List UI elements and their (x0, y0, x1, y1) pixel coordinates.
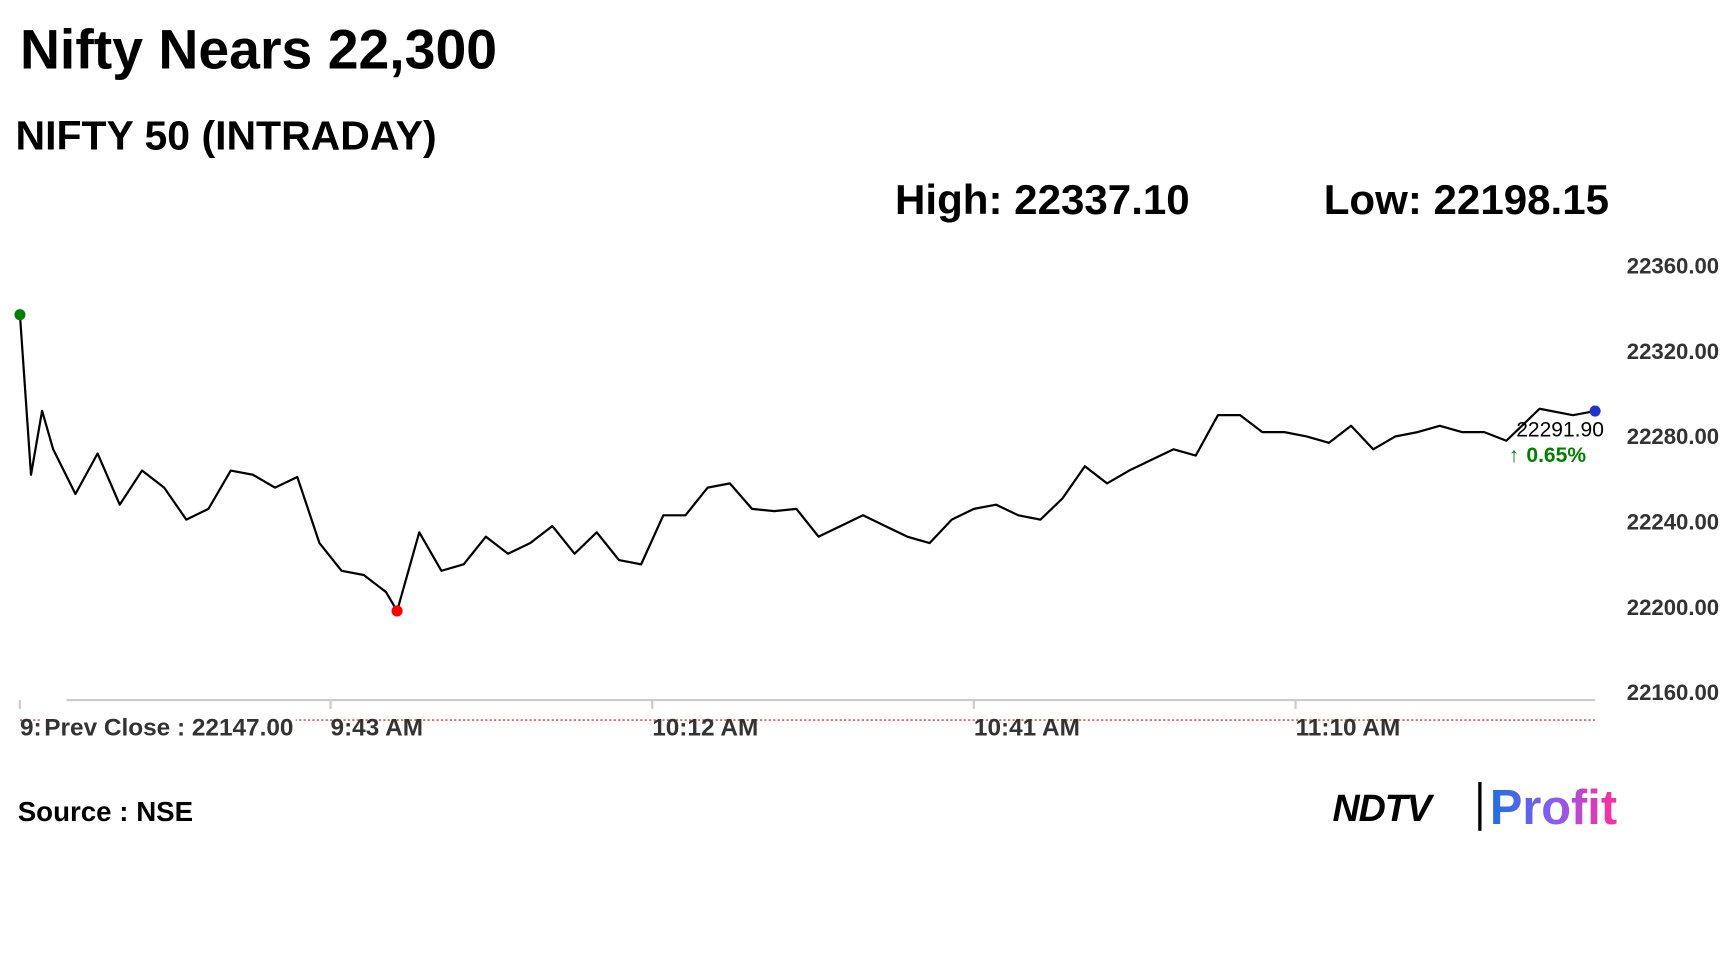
x-tick-label: 10:12 AM (652, 715, 758, 742)
x-tick-label: 9:43 AM (331, 715, 424, 742)
change-arrow: ↑ (1509, 444, 1520, 467)
x-tick-label: 10:41 AM (974, 715, 1080, 742)
y-tick-label: 22240.00 (1627, 509, 1719, 534)
brand-sub: Profit (1490, 781, 1617, 835)
change-label: 0.65% (1526, 444, 1586, 467)
title: Nifty Nears 22,300 (20, 19, 497, 81)
y-tick-label: 22360.00 (1627, 254, 1719, 279)
y-tick-label: 22160.00 (1627, 680, 1719, 705)
y-tick-label: 22280.00 (1627, 424, 1719, 449)
prev-close-label: Prev Close : 22147.00 (44, 715, 293, 742)
source: Source : NSE (18, 796, 193, 827)
price-line (18, 314, 1596, 613)
x-tick-label: 11:10 AM (1296, 715, 1401, 742)
subtitle: NIFTY 50 (INTRADAY) (16, 113, 437, 159)
last-label: 22291.90 (1516, 419, 1604, 442)
last-marker (1589, 405, 1601, 417)
y-tick-label: 22200.00 (1627, 595, 1719, 620)
label-bg (39, 714, 296, 742)
high-marker (14, 309, 26, 321)
low-marker (391, 605, 403, 617)
y-tick-label: 22320.00 (1627, 339, 1719, 364)
low-text: Low: 22198.15 (1324, 176, 1609, 223)
brand: NDTV (1333, 787, 1435, 829)
high-text: High: 22337.10 (895, 176, 1190, 223)
